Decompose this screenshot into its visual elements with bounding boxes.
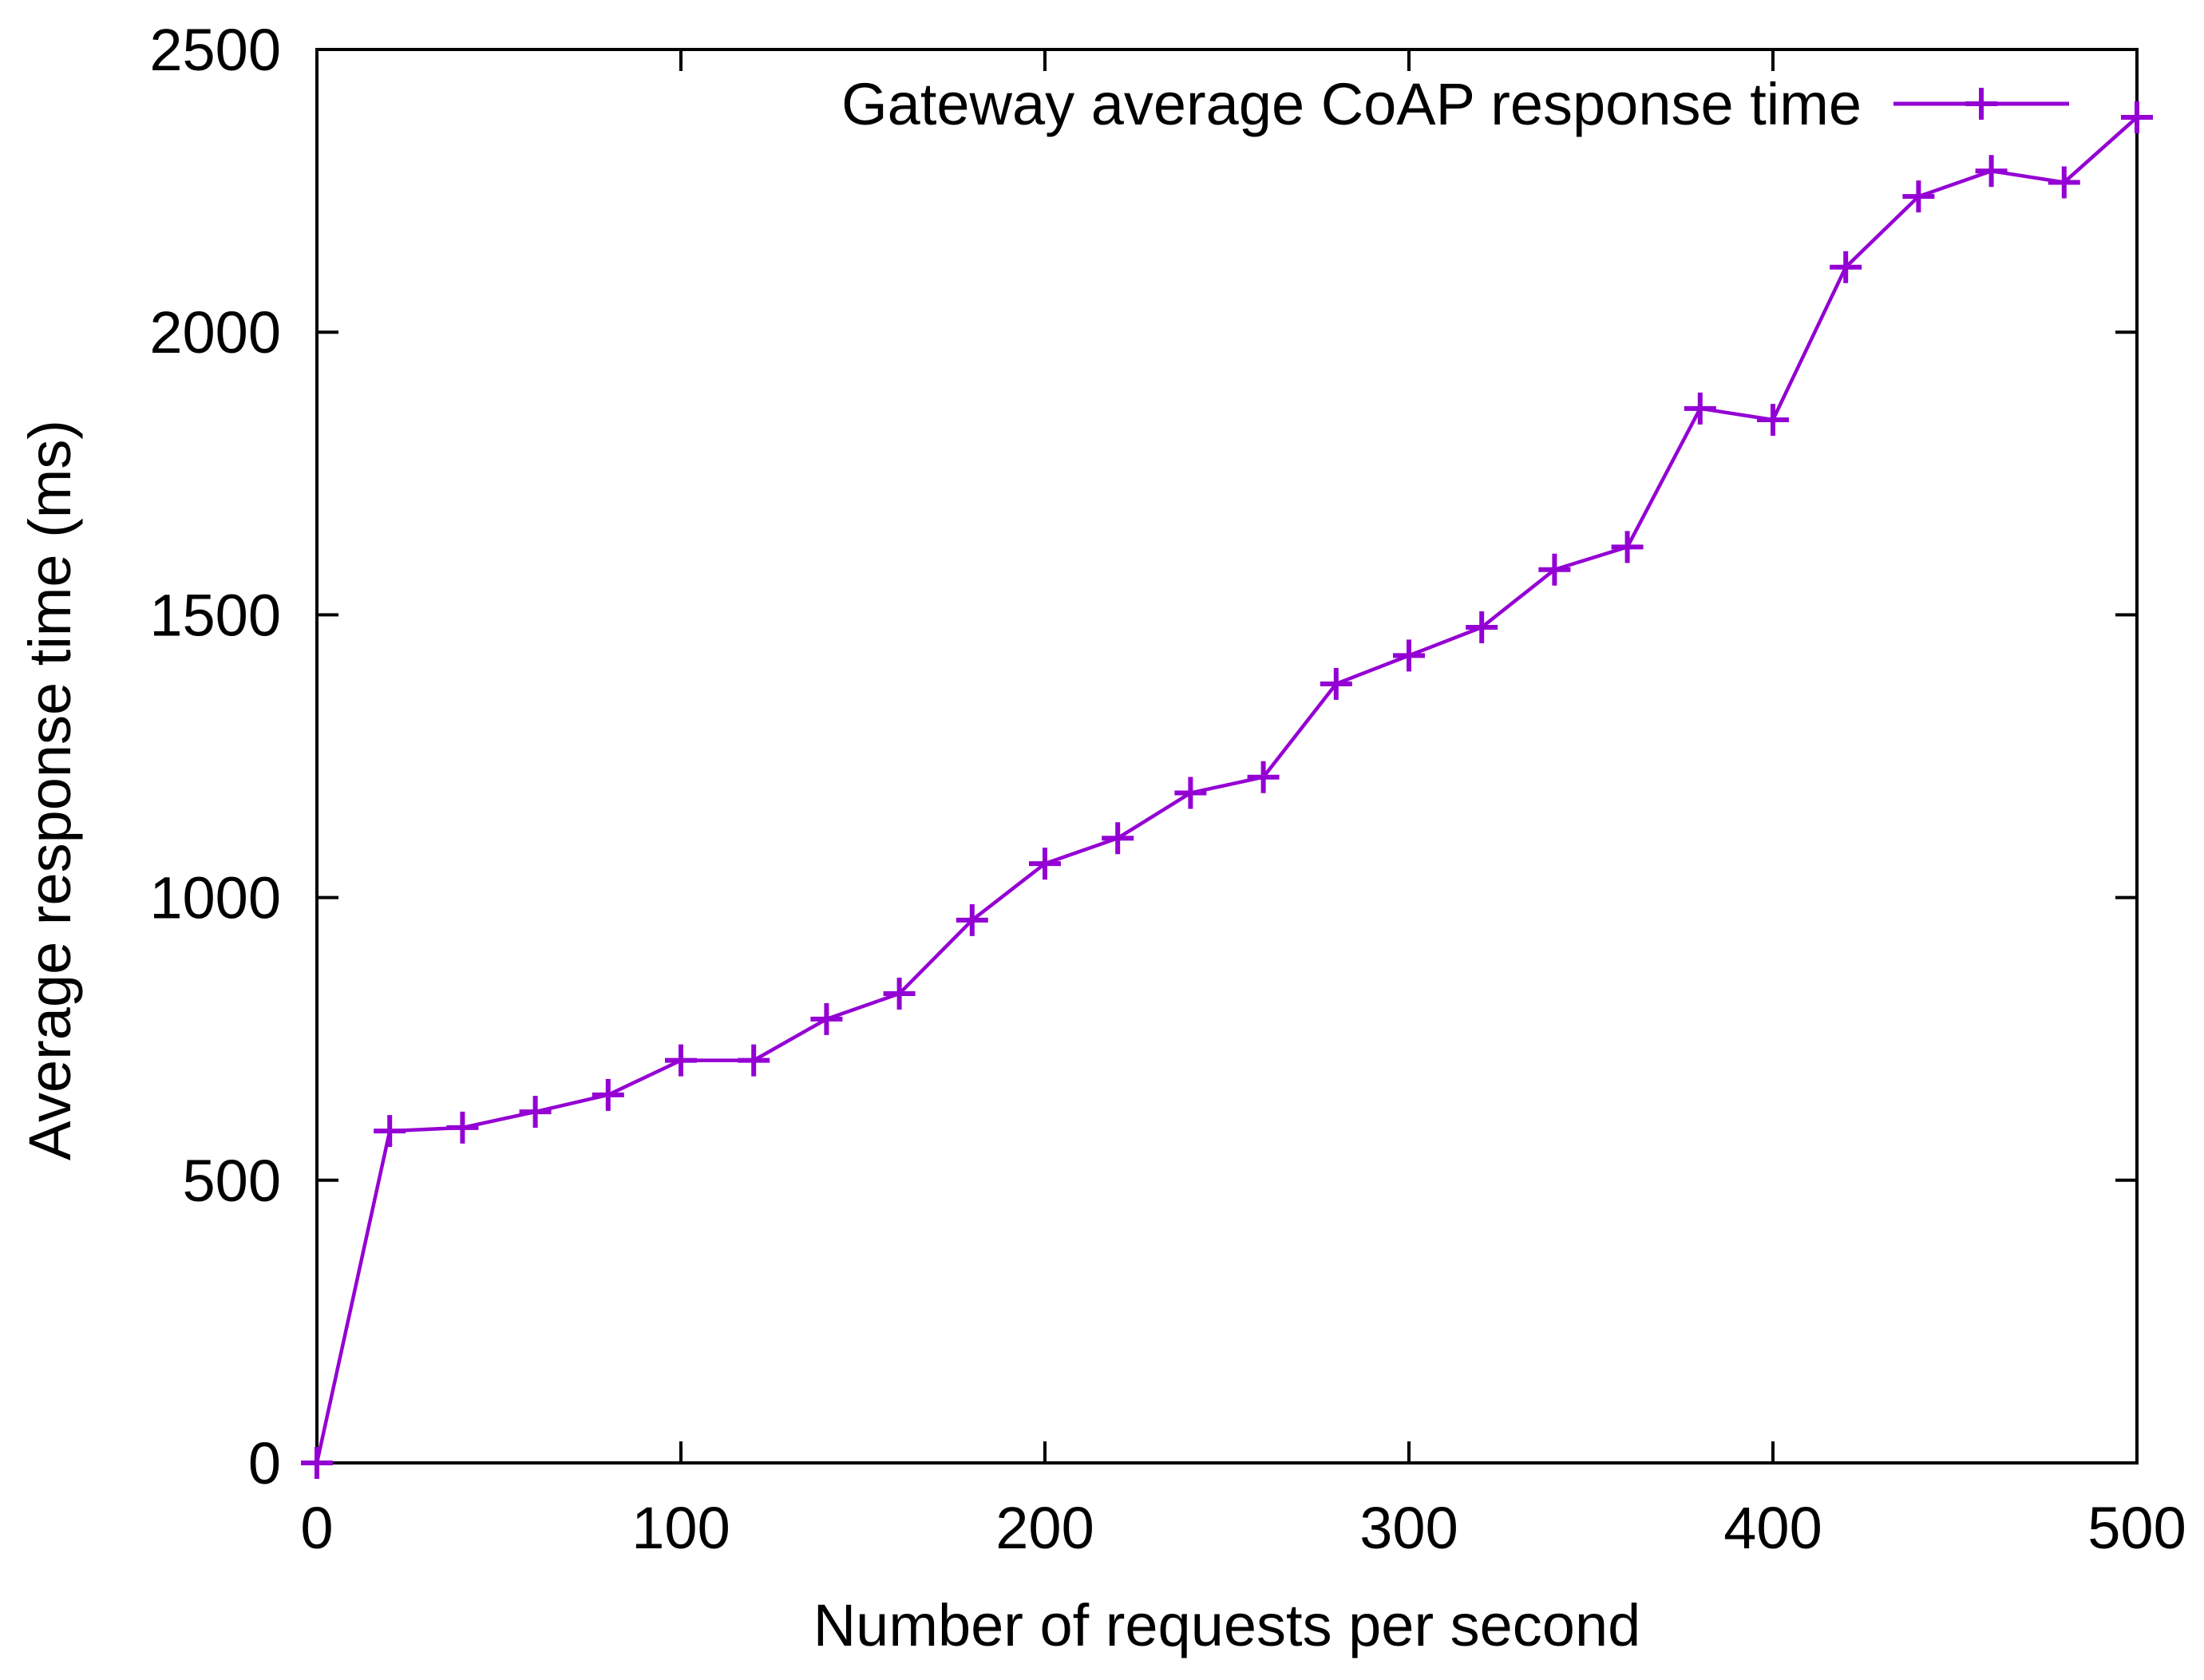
data-point-marker (374, 1115, 406, 1148)
data-line (315, 116, 2139, 1464)
data-point-marker (592, 1078, 624, 1111)
data-point-marker (956, 903, 988, 936)
data-point-marker (1902, 180, 1935, 213)
data-point-marker (1174, 777, 1207, 809)
data-point-marker (1466, 611, 1498, 643)
data-point-marker (1611, 531, 1644, 563)
data-markers (301, 101, 2153, 1479)
x-tick-label: 500 (2087, 1495, 2186, 1561)
legend: Gateway average CoAP response time (841, 71, 2069, 137)
y-tick-label: 0 (248, 1430, 281, 1496)
x-tick-label: 200 (995, 1495, 1094, 1561)
y-tick-label: 2500 (149, 17, 281, 83)
data-point-marker (1247, 761, 1280, 793)
x-tick-labels: 0 100 200 300 400 500 (300, 1495, 2186, 1561)
data-point-marker (1757, 404, 1789, 437)
y-axis-title: Average response time (ms) (17, 420, 83, 1160)
legend-plus-marker (1965, 88, 1997, 120)
data-point-marker (446, 1111, 479, 1144)
y-tick-label: 1500 (149, 582, 281, 648)
data-point-marker (1393, 639, 1425, 672)
data-point-marker (810, 1002, 843, 1035)
x-tick-label: 300 (1359, 1495, 1458, 1561)
data-point-marker (1538, 553, 1571, 586)
y-tick-label: 1000 (149, 865, 281, 931)
x-axis-title: Number of requests per second (813, 1592, 1641, 1658)
y-tick-label: 500 (183, 1148, 281, 1214)
x-tick-label: 400 (1723, 1495, 1822, 1561)
data-point-marker (1975, 155, 2008, 188)
data-point-marker (301, 1447, 333, 1479)
axis-ticks (315, 48, 2139, 1465)
data-point-marker (1684, 392, 1716, 425)
data-point-marker (519, 1096, 552, 1129)
x-tick-label: 100 (631, 1495, 730, 1561)
legend-label: Gateway average CoAP response time (841, 71, 1862, 137)
data-point-marker (883, 978, 916, 1010)
data-point-marker (738, 1044, 770, 1077)
data-point-marker (665, 1044, 697, 1077)
data-point-marker (1102, 822, 1134, 855)
x-tick-label: 0 (300, 1495, 333, 1561)
y-tick-labels: 0 500 1000 1500 2000 2500 (149, 17, 281, 1496)
data-point-marker (1029, 848, 1061, 880)
data-point-marker (2048, 166, 2080, 199)
plot-border (315, 48, 2139, 1465)
y-tick-label: 2000 (149, 299, 281, 366)
data-point-marker (2121, 101, 2153, 134)
data-point-marker (1830, 251, 1862, 283)
data-point-marker (1320, 667, 1352, 700)
